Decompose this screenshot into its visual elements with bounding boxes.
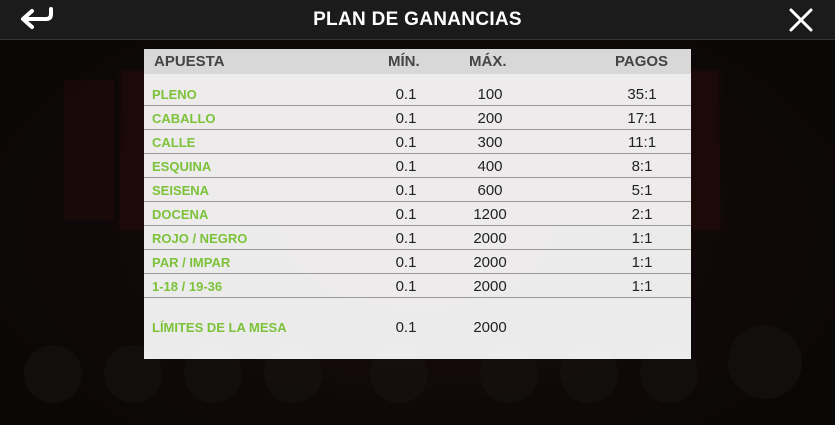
bet-payout: 35:1 [627, 86, 657, 103]
bet-payout: 1:1 [631, 254, 653, 271]
bg-button [728, 325, 802, 399]
bet-name: PAR / IMPAR [152, 255, 231, 270]
bet-min: 0.1 [395, 134, 417, 151]
bet-max: 2000 [473, 230, 507, 247]
table-row: SEISENA 0.1 600 5:1 [144, 178, 691, 202]
bet-payout: 1:1 [631, 230, 653, 247]
table-row: DOCENA 0.1 1200 2:1 [144, 202, 691, 226]
bet-payout: 8:1 [631, 158, 653, 175]
payout-table: APUESTA MÍN. MÁX. PAGOS PLENO 0.1 100 35… [144, 49, 691, 359]
bet-max: 600 [477, 182, 503, 199]
bet-min: 0.1 [395, 158, 417, 175]
bet-name: SEISENA [152, 183, 210, 198]
back-button[interactable] [18, 6, 60, 34]
header-bet: APUESTA [154, 53, 225, 70]
title-bar: PLAN DE GANANCIAS [0, 0, 835, 40]
header-payout: PAGOS [615, 53, 669, 70]
close-icon [789, 8, 813, 32]
table-limits-row: LÍMITES DE LA MESA 0.1 2000 [144, 315, 691, 341]
bet-max: 1200 [473, 206, 507, 223]
bet-name: CABALLO [152, 111, 216, 126]
bet-max: 300 [477, 134, 503, 151]
bet-name: ESQUINA [152, 159, 212, 174]
bet-min: 0.1 [395, 86, 417, 103]
table-row: CABALLO 0.1 200 17:1 [144, 106, 691, 130]
page-title: PLAN DE GANANCIAS [313, 9, 522, 30]
bet-payout: 17:1 [627, 110, 657, 127]
roulette-zero-area [64, 80, 114, 220]
bet-payout: 2:1 [631, 206, 653, 223]
limits-min: 0.1 [395, 319, 417, 336]
bet-min: 0.1 [395, 254, 417, 271]
bet-payout: 5:1 [631, 182, 653, 199]
bet-max: 400 [477, 158, 503, 175]
close-button[interactable] [786, 5, 816, 35]
bet-payout: 1:1 [631, 278, 653, 295]
bet-min: 0.1 [395, 278, 417, 295]
bg-button [24, 345, 82, 403]
header-max: MÁX. [469, 53, 507, 70]
bet-name: PLENO [152, 87, 197, 102]
back-arrow-icon [21, 7, 53, 29]
bet-max: 200 [477, 110, 503, 127]
table-header: APUESTA MÍN. MÁX. PAGOS [144, 49, 691, 74]
bet-name: 1-18 / 19-36 [152, 279, 223, 294]
bet-name: CALLE [152, 135, 196, 150]
limits-label: LÍMITES DE LA MESA [152, 320, 287, 335]
bet-payout: 11:1 [627, 134, 657, 151]
bet-max: 2000 [473, 278, 507, 295]
bet-min: 0.1 [395, 182, 417, 199]
table-row: ROJO / NEGRO 0.1 2000 1:1 [144, 226, 691, 250]
table-row: CALLE 0.1 300 11:1 [144, 130, 691, 154]
bet-name: ROJO / NEGRO [152, 231, 248, 246]
header-min: MÍN. [388, 53, 420, 70]
bet-max: 2000 [473, 254, 507, 271]
bet-min: 0.1 [395, 206, 417, 223]
bet-min: 0.1 [395, 230, 417, 247]
table-row: PLENO 0.1 100 35:1 [144, 82, 691, 106]
table-row: ESQUINA 0.1 400 8:1 [144, 154, 691, 178]
table-row: 1-18 / 19-36 0.1 2000 1:1 [144, 274, 691, 298]
table-row: PAR / IMPAR 0.1 2000 1:1 [144, 250, 691, 274]
bet-max: 100 [477, 86, 503, 103]
bet-name: DOCENA [152, 207, 209, 222]
bet-min: 0.1 [395, 110, 417, 127]
limits-max: 2000 [473, 319, 507, 336]
